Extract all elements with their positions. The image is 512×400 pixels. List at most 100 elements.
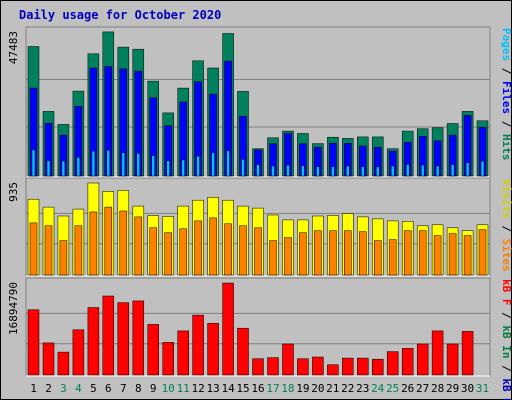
kbytes-bar-kb-f [461, 331, 474, 376]
hits-panel: 47483 Pages / Files / Hits [7, 26, 512, 178]
kbytes-bar-kb-f [87, 307, 100, 376]
x-tick-label: 27 [416, 382, 429, 395]
visits-bar-sites [224, 223, 232, 276]
kbytes-bar-kb-f [102, 295, 115, 376]
hits-bar-pages [211, 152, 215, 177]
legend-entry: / [500, 359, 512, 379]
visits-panel: 935 Visits / Sites [7, 177, 512, 277]
x-tick-label: 13 [206, 382, 219, 395]
visits-max-label: 935 [7, 182, 20, 202]
visits-bar-sites [29, 222, 38, 276]
hits-legend: Pages / Files / Hits [500, 28, 512, 161]
visits-bar-sites [104, 206, 113, 276]
kbytes-bar-kb-f [252, 358, 264, 376]
legend-entry: / [500, 61, 512, 81]
x-tick-label: 20 [311, 382, 324, 395]
x-tick-label: 3 [60, 382, 67, 395]
x-tick-label: 14 [221, 382, 235, 395]
x-tick-label: 5 [90, 382, 97, 395]
x-tick-label: 30 [461, 382, 474, 395]
hits-bar-pages [136, 153, 141, 177]
kbytes-bar-kb-f [446, 343, 459, 376]
kbytes-bar-kb-f [312, 356, 324, 376]
legend-entry: kB In [500, 325, 512, 358]
x-tick-label: 10 [162, 382, 175, 395]
legend-entry: Pages [500, 28, 512, 61]
legend-entry: kB F [500, 279, 512, 306]
hits-bar-pages [166, 160, 170, 177]
visits-bar-sites [254, 227, 262, 276]
kbytes-bar-kb-f [401, 348, 414, 376]
hits-bar-pages [196, 155, 200, 177]
hits-max-label: 47483 [7, 31, 20, 64]
legend-entry: / [500, 219, 512, 239]
kbytes-panel: 16894790 kB F / kB In / kB Out [7, 277, 512, 400]
x-tick-label: 7 [120, 382, 127, 395]
visits-legend: Visits / Sites [500, 179, 512, 272]
hits-bar-pages [390, 165, 395, 177]
kbytes-bar-kb-f [386, 351, 399, 376]
legend-entry: Sites [500, 239, 512, 272]
visits-bar-sites [209, 217, 217, 276]
hits-bar-pages [420, 164, 425, 177]
visits-bar-sites [119, 210, 128, 276]
visits-bar-sites [149, 227, 157, 276]
x-tick-label: 4 [75, 382, 82, 395]
x-tick-label: 23 [356, 382, 369, 395]
visits-bar-sites [403, 230, 412, 276]
visits-bar-sites [239, 225, 247, 276]
hits-bar-pages [435, 165, 440, 177]
x-tick-label: 26 [401, 382, 414, 395]
hits-bar-pages [121, 152, 126, 177]
kbytes-bar-kb-f [27, 309, 40, 376]
legend-entry: / [500, 306, 512, 326]
x-tick-label: 24 [371, 382, 385, 395]
visits-bar-sites [284, 237, 292, 276]
kbytes-bar-kb-f [416, 343, 429, 376]
visits-bar-sites [269, 240, 277, 276]
kbytes-bar-kb-f [117, 302, 130, 376]
visits-bar-sites [194, 220, 202, 276]
visits-bar-sites [374, 240, 382, 276]
x-tick-label: 29 [446, 382, 459, 395]
hits-bar-pages [91, 150, 96, 177]
kbytes-bar-kb-f [192, 314, 204, 376]
kbytes-legend: kB F / kB In / kB Out [500, 279, 512, 400]
legend-entry: / [500, 114, 512, 134]
hits-bar-pages [361, 166, 365, 177]
hits-bar-pages [465, 162, 470, 177]
visits-bar-sites [179, 228, 187, 276]
kbytes-bar-kb-f [132, 300, 145, 376]
hits-bar-pages [46, 160, 51, 177]
hits-bar-pages [226, 150, 230, 177]
hits-bar-pages [151, 155, 155, 177]
visits-bar-sites [448, 233, 457, 276]
kbytes-bar-kb-f [222, 282, 234, 376]
x-tick-label: 19 [296, 382, 309, 395]
kbytes-bar-kb-f [57, 351, 70, 376]
hits-bar-pages [346, 165, 350, 177]
kbytes-bar-kb-f [162, 342, 174, 376]
hits-bar-pages [61, 160, 66, 177]
kbytes-bar-kb-f [207, 323, 219, 376]
visits-bar-sites [359, 231, 367, 276]
visits-bar-sites [388, 239, 397, 276]
visits-bar-sites [463, 235, 472, 276]
kbytes-bar-kb-f [177, 330, 189, 376]
x-tick-label: 25 [386, 382, 399, 395]
visits-bar-sites [89, 211, 98, 276]
x-tick-label: 11 [177, 382, 190, 395]
kbytes-bar-kb-f [327, 364, 339, 376]
kbytes-bar-kb-f [297, 358, 309, 376]
hits-bar-pages [316, 166, 320, 177]
x-tick-label: 22 [341, 382, 354, 395]
x-tick-label: 6 [105, 382, 112, 395]
hits-bar-pages [241, 159, 245, 177]
visits-bar-sites [478, 229, 487, 276]
visits-bar-sites [418, 230, 427, 276]
hits-bar-pages [331, 166, 335, 177]
x-tick-label: 31 [476, 382, 489, 395]
x-tick-label: 15 [236, 382, 249, 395]
kbytes-bar-kb-f [267, 357, 279, 376]
kbytes-bar-kb-f [237, 327, 249, 376]
